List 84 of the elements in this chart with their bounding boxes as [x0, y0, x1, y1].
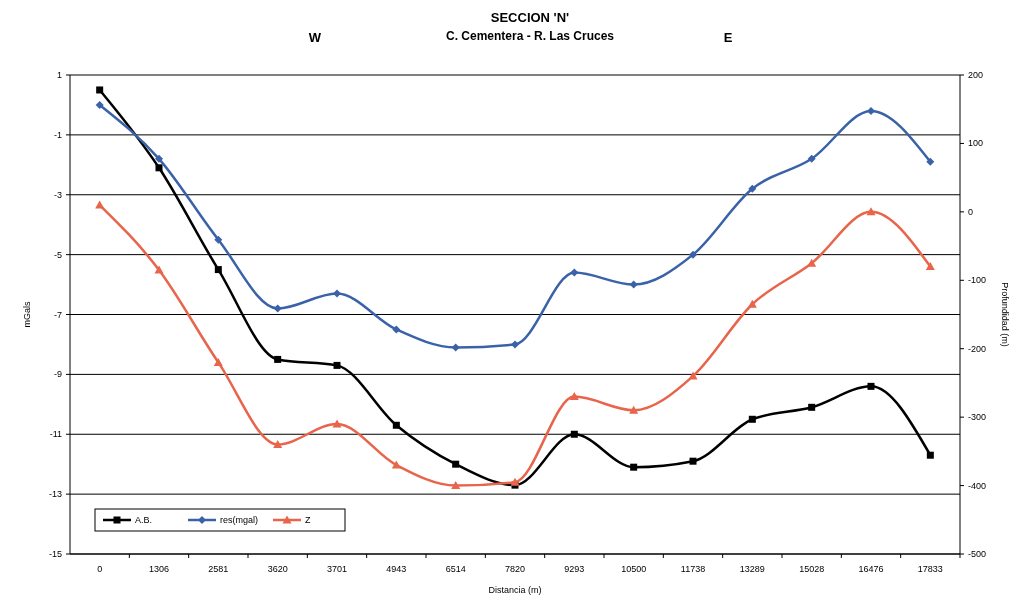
y2-tick-label: -300 — [968, 412, 987, 423]
chart-title: SECCION 'N' — [490, 10, 570, 25]
y2-tick-label: -100 — [968, 275, 987, 286]
x-tick-label: 3620 — [267, 564, 288, 574]
point — [451, 343, 460, 352]
point — [273, 304, 282, 313]
chart-subtitle: C. Cementera - R. Las Cruces — [445, 29, 615, 43]
point — [214, 235, 223, 244]
y-tick-label: -13 — [48, 489, 62, 500]
x-tick-label: 6514 — [445, 564, 466, 574]
point — [274, 355, 282, 363]
point — [391, 460, 401, 469]
point — [95, 100, 104, 109]
text: E — [723, 30, 733, 45]
point — [689, 457, 697, 465]
x-tick-label: 4943 — [386, 564, 407, 574]
point — [808, 403, 816, 411]
point — [925, 262, 935, 271]
point — [155, 164, 163, 172]
x-tick-label: 9293 — [564, 564, 585, 574]
point — [154, 265, 164, 274]
y2-tick-label: 100 — [968, 138, 984, 149]
point — [452, 460, 460, 468]
point — [273, 440, 283, 449]
point — [569, 392, 579, 401]
y2-tick-label: -500 — [968, 549, 987, 559]
y2-tick-label: 200 — [968, 70, 984, 80]
x-tick-label: 2581 — [208, 564, 229, 574]
x-axis-title: Distancia (m) — [488, 585, 542, 595]
x-tick-label: 13289 — [739, 564, 765, 574]
y-axis-title: mGals — [22, 301, 32, 328]
point — [155, 154, 163, 163]
x-tick-label: 11738 — [680, 564, 706, 574]
point — [570, 430, 578, 438]
point — [511, 340, 519, 349]
point — [867, 106, 875, 115]
point — [392, 325, 401, 334]
x-tick-label: 15028 — [799, 564, 825, 574]
y-tick-label: -3 — [53, 189, 62, 200]
x-tick-label: 16476 — [858, 564, 884, 574]
text: W — [308, 30, 322, 45]
x-tick-label: 3701 — [326, 564, 348, 574]
x-tick-label: 0 — [97, 564, 103, 574]
x-tick-label: 7820 — [504, 564, 526, 574]
point — [214, 266, 222, 274]
point — [95, 200, 105, 209]
y2-tick-label: -400 — [968, 480, 987, 491]
point — [333, 289, 341, 298]
point — [688, 371, 698, 380]
point — [629, 405, 639, 414]
point — [96, 86, 104, 94]
y-tick-label: -5 — [53, 249, 62, 260]
point — [333, 361, 341, 369]
point — [689, 250, 697, 259]
x-tick-label: 1306 — [148, 564, 170, 574]
legend-label: res(mgal) — [220, 515, 259, 525]
point — [213, 357, 223, 366]
y-tick-label: 1 — [56, 70, 62, 80]
point — [926, 451, 934, 459]
point — [747, 299, 757, 308]
point — [629, 280, 638, 289]
point — [867, 382, 875, 390]
y-tick-label: -7 — [53, 309, 62, 320]
point — [807, 154, 816, 163]
y-tick-label: -1 — [53, 129, 62, 140]
point — [570, 268, 579, 277]
point — [510, 477, 520, 486]
y2-tick-label: 0 — [968, 206, 974, 217]
legend-label: Z — [305, 515, 311, 525]
point — [392, 421, 400, 429]
x-tick-label: 17833 — [917, 564, 943, 574]
x-tick-label: 10500 — [621, 564, 647, 574]
y-tick-label: -9 — [53, 369, 62, 380]
legend-label: A.B. — [135, 515, 153, 525]
point — [748, 415, 756, 423]
y-tick-label: -11 — [49, 429, 62, 440]
y2-tick-label: -200 — [968, 343, 987, 354]
point — [451, 481, 461, 490]
point — [807, 258, 817, 267]
y2-axis-title: Profundidad (m) — [1000, 282, 1010, 347]
point — [926, 157, 935, 166]
point — [748, 184, 757, 193]
point — [630, 463, 638, 471]
y-tick-label: -15 — [48, 549, 62, 559]
